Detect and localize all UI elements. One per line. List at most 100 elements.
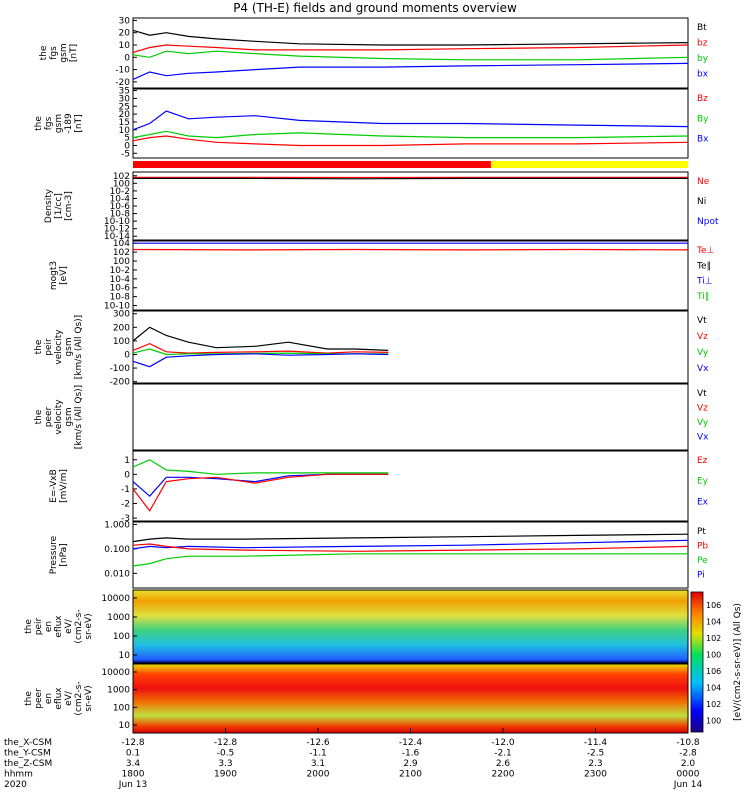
y-axis-label: fgs [49, 46, 59, 60]
series-line-ez [132, 473, 389, 512]
series-line-ey [132, 459, 389, 475]
series-line-bx [132, 62, 689, 80]
x-axis-row-label: the_Z-CSM [4, 759, 52, 769]
y-tick-label: 5 [124, 134, 130, 144]
y-tick-label: 10-2 [110, 187, 130, 197]
legend-entry: Vt [697, 316, 707, 326]
legend-entry: Vx [697, 433, 709, 443]
y-tick-label: -1 [121, 485, 130, 495]
y-tick-label: 100 [113, 703, 130, 713]
y-axis-label: peir [34, 617, 44, 635]
legend-entry: Vy [697, 418, 709, 428]
x-tick-label: 3.1 [311, 759, 325, 769]
y-tick-label: -100 [110, 364, 131, 374]
x-tick-label: -2.5 [587, 749, 605, 759]
y-axis-label: [nPa] [59, 543, 69, 566]
legend-entry: by [697, 54, 709, 64]
y-axis-label: Pressure [49, 535, 59, 574]
colorbar-tick-label: 100 [706, 651, 721, 660]
y-axis-label: [km/s (All Qs)] [74, 385, 84, 449]
y-tick-label: 0 [124, 141, 130, 151]
x-tick-label: 1800 [122, 770, 145, 780]
y-axis-label: peer [34, 688, 44, 709]
x-tick-label: -10.8 [676, 738, 700, 748]
x-tick-label: -1.6 [402, 749, 420, 759]
y-axis-label: en [44, 693, 54, 704]
panel-frame [132, 171, 689, 241]
y-tick-label: 1.000 [104, 520, 130, 530]
series-line-pt [132, 533, 689, 543]
y-axis-label-group: the fgs gsm -189 [nT] [34, 113, 84, 134]
y-axis-label-group: the peir en eflux eV/(cm2-s-sr-eV) [24, 609, 94, 643]
y-tick-label: 10 [119, 126, 131, 136]
y-axis-label: sr-eV) [84, 685, 94, 711]
panel-frame [132, 450, 689, 522]
legend-entry: Vt [697, 389, 707, 399]
y-axis-label: the [24, 619, 34, 634]
y-axis-label: gsm [64, 337, 74, 356]
y-axis-label-group: the fgs gsm [nT] [39, 43, 79, 62]
y-axis-label: the [39, 45, 49, 60]
y-tick-label: -5 [121, 149, 130, 159]
x-tick-label: 2300 [584, 770, 607, 780]
y-axis-label: gsm [64, 407, 74, 426]
y-axis-label: eflux [54, 615, 64, 638]
x-tick-label: 2.6 [496, 759, 511, 769]
panel-frame [132, 88, 689, 159]
legend-entry: Ti⊥ [696, 277, 713, 287]
y-axis-label: en [44, 621, 54, 632]
y-tick-label: 100 [113, 179, 130, 189]
panel-frame [132, 521, 689, 589]
x-tick-label: 2.0 [681, 759, 696, 769]
series-line-by [132, 50, 689, 61]
legend-entry: Ex [697, 497, 709, 507]
legend-entry: bz [697, 39, 708, 49]
legend-entry: Pt [697, 527, 706, 537]
series-line-bz [132, 44, 689, 53]
y-tick-label: 0 [124, 470, 130, 480]
series-line-vt [132, 326, 389, 351]
y-axis-label: sr-eV) [84, 613, 94, 639]
y-tick-label: 30 [119, 94, 131, 104]
y-axis-label-group: mogt3 [eV] [49, 261, 69, 290]
y-axis-label: eV/ [64, 618, 74, 634]
legend-entry: Bx [697, 135, 709, 145]
series-line-ex [132, 473, 389, 498]
y-axis-label: [1/cc] [54, 193, 64, 219]
y-tick-label: -200 [110, 378, 131, 388]
y-tick-label: 10-12 [104, 225, 130, 235]
y-tick-label: 0.100 [104, 545, 130, 555]
colorbar-tick-label: 106 [706, 667, 721, 676]
y-tick-label: 10-10 [104, 217, 130, 227]
y-axis-label: [nT] [74, 114, 84, 132]
series-line-pe [132, 553, 688, 567]
panel-frame [132, 17, 689, 89]
mode-bar-red [133, 161, 491, 168]
colorbar [690, 591, 704, 733]
series-line-bz [132, 135, 689, 147]
x-tick-label: -0.5 [217, 749, 235, 759]
y-tick-label: 15 [119, 118, 130, 128]
legend-entry: Npot [697, 217, 719, 227]
legend-entry: Bt [697, 23, 707, 33]
y-tick-label: -10 [115, 66, 130, 76]
y-tick-label: 30 [119, 16, 131, 26]
y-tick-label: 300 [113, 310, 130, 320]
y-axis-label-group: the peir velocity gsm [km/s (All Qs)] [34, 315, 84, 379]
x-tick-label: 2100 [399, 770, 422, 780]
x-tick-label: -12.6 [306, 738, 330, 748]
series-line-vz [132, 342, 389, 354]
page-title: P4 (TH-E) fields and ground moments over… [233, 1, 517, 15]
y-axis-label: [eV] [59, 266, 69, 285]
legend-entry: Ez [697, 456, 708, 466]
x-tick-label: -12.4 [399, 738, 423, 748]
legend-entry: Pb [697, 542, 708, 552]
y-tick-label: 10000 [101, 668, 130, 678]
y-axis-label: gsm [59, 43, 69, 62]
series-line-pi [132, 539, 689, 550]
y-axis-label: (cm2-s- [74, 609, 84, 643]
y-tick-label: 10-6 [110, 284, 131, 294]
y-tick-label: 0 [124, 350, 130, 360]
y-axis-label: the [34, 409, 44, 424]
legend-entry: Te⊥ [696, 246, 715, 256]
